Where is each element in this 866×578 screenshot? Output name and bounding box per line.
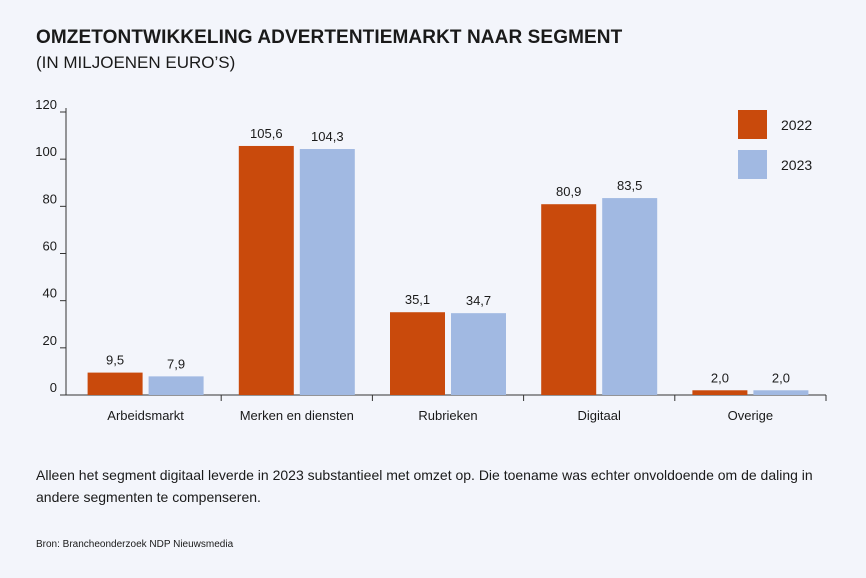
bar-2022 bbox=[238, 145, 294, 395]
legend-swatch-2022 bbox=[738, 110, 767, 139]
bar-chart: 0 20 40 60 80 100 120 9,5 7,9 Arbeidsmarkt 105,6 10… bbox=[35, 97, 827, 423]
x-tick-label: Merken en diensten bbox=[240, 408, 354, 423]
x-tick-label: Rubrieken bbox=[418, 408, 477, 423]
bar-2022 bbox=[692, 390, 748, 395]
bar-2023 bbox=[299, 149, 355, 395]
y-tick-label: 0 bbox=[50, 380, 57, 395]
bar-2023 bbox=[602, 198, 658, 395]
bar-2023 bbox=[148, 376, 204, 395]
x-tick-label: Arbeidsmarkt bbox=[107, 408, 184, 423]
bar-2022 bbox=[541, 204, 597, 395]
data-label: 35,1 bbox=[405, 292, 430, 307]
legend-label: 2022 bbox=[781, 117, 812, 133]
data-label: 80,9 bbox=[556, 184, 581, 199]
chart-source: Bron: Brancheonderzoek NDP Nieuwsmedia bbox=[36, 539, 234, 550]
legend-swatch-2023 bbox=[738, 150, 767, 179]
y-tick-label: 60 bbox=[43, 239, 57, 254]
bar-2022 bbox=[87, 372, 143, 395]
data-label: 2,0 bbox=[711, 370, 729, 385]
chart-title: OMZETONTWIKKELING ADVERTENTIEMARKT NAAR … bbox=[36, 27, 623, 48]
y-tick-label: 120 bbox=[35, 97, 57, 112]
x-tick-label: Digitaal bbox=[578, 408, 621, 423]
chart-subtitle: (IN MILJOENEN EURO’S) bbox=[36, 53, 236, 72]
y-tick-label: 100 bbox=[35, 144, 57, 159]
data-label: 105,6 bbox=[250, 126, 283, 141]
bar-2022 bbox=[390, 312, 445, 395]
x-tick-label: Overige bbox=[728, 408, 774, 423]
bar-2023 bbox=[451, 313, 506, 395]
data-label: 34,7 bbox=[466, 293, 491, 308]
chart-note: Alleen het segment digitaal leverde in 2… bbox=[36, 467, 813, 505]
data-label: 7,9 bbox=[167, 356, 185, 371]
y-tick-label: 80 bbox=[43, 191, 57, 206]
data-label: 104,3 bbox=[311, 129, 344, 144]
legend-label: 2023 bbox=[781, 157, 812, 173]
y-tick-label: 20 bbox=[43, 333, 57, 348]
bar-2023 bbox=[753, 390, 809, 395]
data-label: 2,0 bbox=[772, 370, 790, 385]
y-tick-label: 40 bbox=[43, 286, 57, 301]
data-label: 83,5 bbox=[617, 178, 642, 193]
data-label: 9,5 bbox=[106, 353, 124, 368]
